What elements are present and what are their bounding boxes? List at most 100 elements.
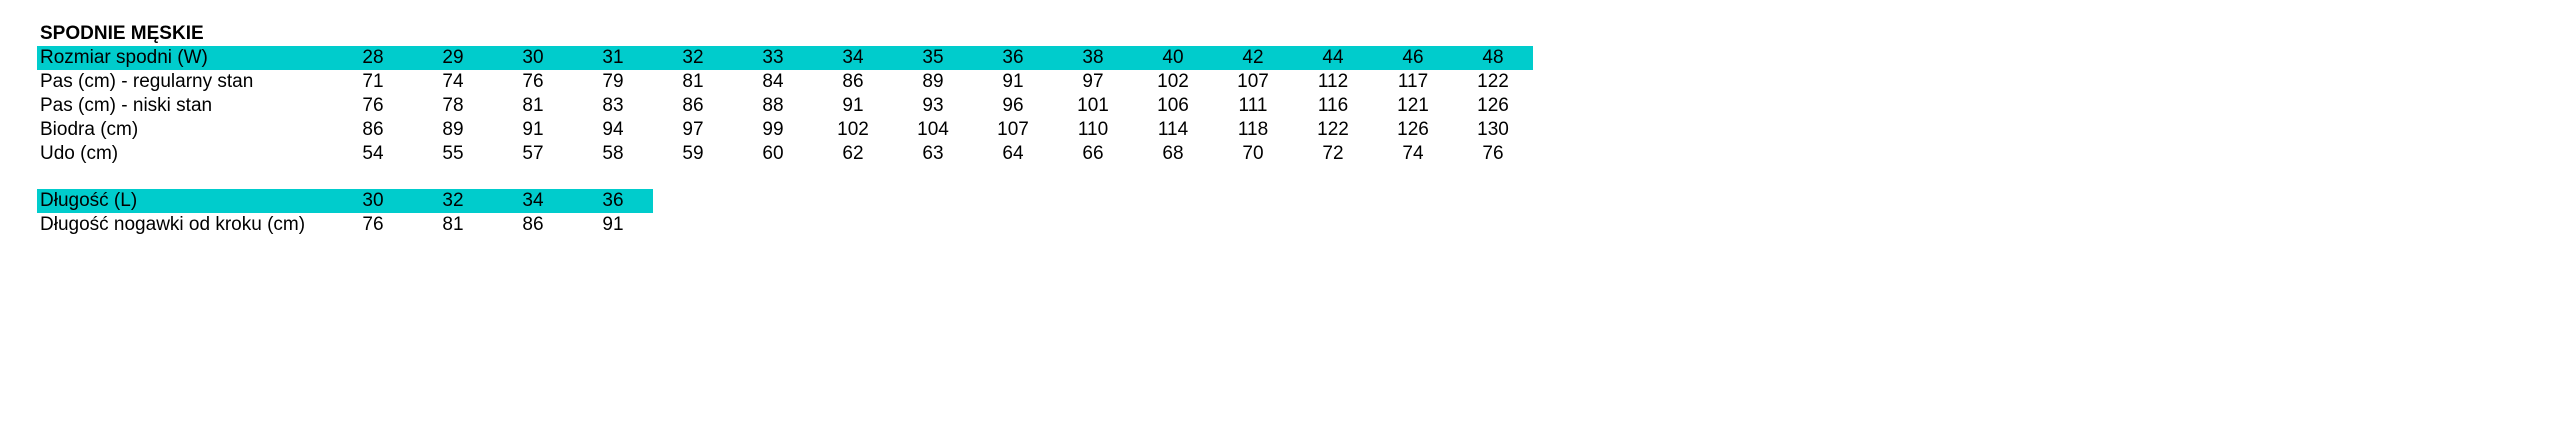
header-row: Długość (L) 30 32 34 36 [37, 189, 653, 213]
cell-value: 33 [733, 46, 813, 70]
cell-value: 116 [1317, 95, 1349, 116]
row-label: Rozmiar spodni (W) [37, 46, 333, 70]
cell-value: 97 [682, 119, 704, 140]
cell-value: 88 [762, 95, 784, 116]
table-row: Udo (cm) 54 55 57 58 59 60 62 63 64 66 68 70 72 74 76 [37, 142, 1533, 166]
cell-value: 94 [602, 119, 624, 140]
row-label: Pas (cm) - regularny stan [40, 71, 254, 92]
cell-value: 54 [362, 143, 384, 164]
cell-value: 104 [917, 119, 949, 140]
cell-value: 48 [1453, 46, 1533, 70]
cell-value: 121 [1397, 95, 1429, 116]
cell-value: 71 [362, 71, 384, 92]
row-label: Udo (cm) [40, 143, 119, 164]
cell-value: 62 [842, 143, 864, 164]
cell-value: 42 [1213, 46, 1293, 70]
cell-value: 118 [1237, 119, 1269, 140]
cell-value: 86 [842, 71, 864, 92]
cell-value: 122 [1317, 119, 1349, 140]
cell-value: 81 [522, 95, 544, 116]
cell-value: 32 [653, 46, 733, 70]
header-row: Rozmiar spodni (W) 28 29 30 31 32 33 34 35 36 38 40… [37, 46, 1533, 70]
cell-value: 66 [1082, 143, 1104, 164]
cell-value: 114 [1157, 119, 1189, 140]
cell-value: 86 [682, 95, 704, 116]
cell-value: 59 [682, 143, 704, 164]
cell-value: 28 [333, 46, 413, 70]
cell-value: 46 [1373, 46, 1453, 70]
table-row: Pas (cm) - niski stan 76 78 81 83 86 88 91 93 96 1… [37, 94, 1533, 118]
cell-value: 57 [522, 143, 544, 164]
cell-value: 74 [442, 71, 464, 92]
cell-value: 91 [842, 95, 864, 116]
cell-value: 102 [1157, 71, 1189, 92]
cell-value: 35 [893, 46, 973, 70]
cell-value: 29 [413, 46, 493, 70]
cell-value: 64 [1002, 143, 1024, 164]
cell-value: 79 [602, 71, 624, 92]
row-label: Pas (cm) - niski stan [40, 95, 213, 116]
cell-value: 76 [362, 214, 384, 235]
cell-value: 101 [1077, 95, 1109, 116]
cell-value: 99 [762, 119, 784, 140]
cell-value: 34 [493, 189, 573, 213]
cell-value: 112 [1317, 71, 1349, 92]
cell-value: 83 [602, 95, 624, 116]
row-label: Długość (L) [37, 189, 333, 213]
table-row: Pas (cm) - regularny stan 71 74 76 79 81 84 86 8… [37, 70, 1533, 94]
cell-value: 126 [1477, 95, 1509, 116]
cell-value: 111 [1238, 95, 1268, 116]
cell-value: 91 [522, 119, 544, 140]
page-title: SPODNIE MĘSKIE [40, 23, 204, 44]
cell-value: 89 [922, 71, 944, 92]
cell-value: 70 [1242, 143, 1264, 164]
cell-value: 84 [762, 71, 784, 92]
cell-value: 40 [1133, 46, 1213, 70]
cell-value: 34 [813, 46, 893, 70]
table-row: Biodra (cm) 86 89 91 94 97 99 102 104 107 110 114 11… [37, 118, 1533, 142]
cell-value: 96 [1002, 95, 1024, 116]
cell-value: 78 [442, 95, 464, 116]
cell-value: 36 [573, 189, 653, 213]
cell-value: 63 [922, 143, 944, 164]
cell-value: 76 [1482, 143, 1504, 164]
cell-value: 126 [1397, 119, 1429, 140]
cell-value: 81 [442, 214, 464, 235]
cell-value: 30 [493, 46, 573, 70]
cell-value: 86 [362, 119, 384, 140]
cell-value: 106 [1157, 95, 1189, 116]
cell-value: 60 [762, 143, 784, 164]
cell-value: 130 [1477, 119, 1509, 140]
cell-value: 55 [442, 143, 464, 164]
waist-size-table: Rozmiar spodni (W) 28 29 30 31 32 33 34 35 36 38 40… [37, 46, 1533, 166]
cell-value: 68 [1162, 143, 1184, 164]
cell-value: 38 [1053, 46, 1133, 70]
cell-value: 91 [1002, 71, 1024, 92]
cell-value: 110 [1077, 119, 1109, 140]
cell-value: 122 [1477, 71, 1509, 92]
cell-value: 107 [1237, 71, 1269, 92]
cell-value: 58 [602, 143, 624, 164]
cell-value: 30 [333, 189, 413, 213]
cell-value: 117 [1397, 71, 1429, 92]
cell-value: 76 [522, 71, 544, 92]
cell-value: 89 [442, 119, 464, 140]
cell-value: 36 [973, 46, 1053, 70]
table-row: Długość nogawki od kroku (cm) 76 81 86 91 [37, 213, 653, 237]
row-label: Długość nogawki od kroku (cm) [40, 214, 306, 235]
cell-value: 44 [1293, 46, 1373, 70]
length-size-table: Długość (L) 30 32 34 36 Długość nogawki od kr… [37, 189, 653, 237]
cell-value: 32 [413, 189, 493, 213]
cell-value: 81 [682, 71, 704, 92]
cell-value: 86 [522, 214, 544, 235]
cell-value: 74 [1402, 143, 1424, 164]
cell-value: 91 [602, 214, 624, 235]
row-label: Biodra (cm) [40, 119, 139, 140]
cell-value: 107 [997, 119, 1029, 140]
cell-value: 72 [1322, 143, 1344, 164]
cell-value: 93 [922, 95, 944, 116]
cell-value: 97 [1082, 71, 1104, 92]
cell-value: 76 [362, 95, 384, 116]
cell-value: 31 [573, 46, 653, 70]
cell-value: 102 [837, 119, 869, 140]
